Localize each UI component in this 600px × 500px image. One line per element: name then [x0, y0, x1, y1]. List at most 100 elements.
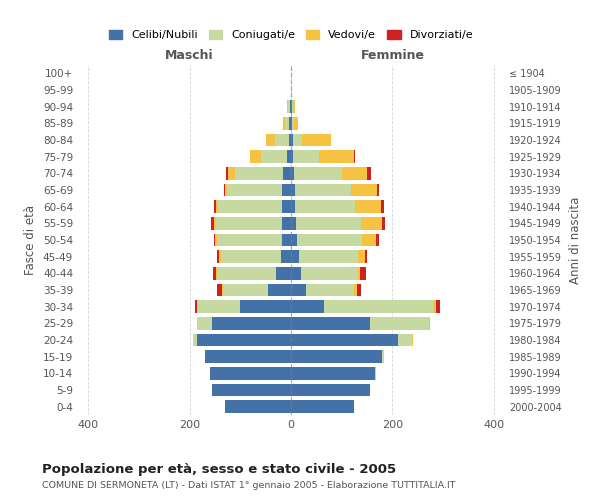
Bar [302, 134, 331, 146]
Bar [240, 300, 291, 313]
Y-axis label: Fasce di età: Fasce di età [25, 205, 37, 275]
Bar [235, 167, 283, 179]
Bar [293, 134, 302, 146]
Bar [291, 367, 374, 380]
Bar [286, 117, 289, 130]
Bar [291, 150, 293, 163]
Bar [291, 350, 382, 363]
Bar [214, 234, 215, 246]
Bar [194, 300, 197, 313]
Bar [433, 300, 436, 313]
Bar [374, 367, 376, 380]
Bar [197, 300, 240, 313]
Bar [261, 150, 287, 163]
Bar [217, 200, 218, 213]
Bar [287, 100, 288, 113]
Bar [214, 200, 217, 213]
Bar [221, 284, 223, 296]
Bar [282, 184, 291, 196]
Bar [294, 117, 298, 130]
Bar [214, 217, 216, 230]
Bar [292, 100, 293, 113]
Bar [293, 100, 295, 113]
Bar [281, 250, 291, 263]
Bar [282, 234, 291, 246]
Bar [276, 267, 291, 280]
Bar [212, 384, 291, 396]
Bar [319, 150, 354, 163]
Bar [362, 234, 376, 246]
Bar [306, 284, 355, 296]
Bar [291, 117, 292, 130]
Bar [291, 100, 292, 113]
Bar [355, 200, 381, 213]
Bar [351, 184, 377, 196]
Bar [354, 150, 355, 163]
Bar [287, 150, 291, 163]
Bar [301, 267, 358, 280]
Y-axis label: Anni di nascita: Anni di nascita [569, 196, 582, 284]
Bar [377, 184, 379, 196]
Text: Femmine: Femmine [361, 48, 424, 62]
Bar [211, 217, 214, 230]
Text: Popolazione per età, sesso e stato civile - 2005: Popolazione per età, sesso e stato civil… [42, 462, 396, 475]
Bar [291, 184, 295, 196]
Bar [282, 200, 291, 213]
Bar [436, 300, 440, 313]
Bar [381, 200, 384, 213]
Bar [370, 317, 430, 330]
Bar [342, 167, 367, 179]
Bar [291, 134, 293, 146]
Bar [205, 350, 291, 363]
Bar [289, 117, 291, 130]
Bar [291, 284, 306, 296]
Bar [218, 200, 282, 213]
Bar [376, 234, 379, 246]
Bar [282, 217, 291, 230]
Bar [290, 100, 291, 113]
Bar [193, 334, 197, 346]
Bar [214, 267, 217, 280]
Bar [295, 200, 355, 213]
Bar [291, 234, 297, 246]
Bar [358, 250, 365, 263]
Bar [291, 317, 370, 330]
Bar [296, 217, 361, 230]
Bar [382, 217, 385, 230]
Bar [266, 134, 275, 146]
Bar [217, 234, 282, 246]
Bar [291, 267, 301, 280]
Bar [291, 400, 355, 413]
Bar [291, 300, 324, 313]
Bar [225, 400, 291, 413]
Bar [225, 184, 227, 196]
Bar [224, 184, 225, 196]
Bar [358, 267, 361, 280]
Bar [227, 184, 282, 196]
Bar [297, 234, 362, 246]
Bar [291, 167, 294, 179]
Bar [220, 250, 221, 263]
Bar [291, 217, 296, 230]
Legend: Celibi/Nubili, Coniugati/e, Vedovi/e, Divorziati/e: Celibi/Nubili, Coniugati/e, Vedovi/e, Di… [104, 25, 478, 44]
Bar [216, 217, 282, 230]
Bar [398, 334, 412, 346]
Bar [223, 284, 268, 296]
Bar [299, 250, 358, 263]
Bar [294, 167, 342, 179]
Bar [215, 234, 217, 246]
Bar [291, 200, 295, 213]
Bar [361, 217, 382, 230]
Bar [382, 350, 385, 363]
Bar [197, 317, 212, 330]
Bar [250, 150, 261, 163]
Bar [283, 117, 286, 130]
Bar [288, 100, 290, 113]
Bar [295, 184, 351, 196]
Bar [365, 250, 367, 263]
Bar [291, 384, 370, 396]
Text: COMUNE DI SERMONETA (LT) - Dati ISTAT 1° gennaio 2005 - Elaborazione TUTTITALIA.: COMUNE DI SERMONETA (LT) - Dati ISTAT 1°… [42, 481, 455, 490]
Bar [357, 284, 361, 296]
Bar [217, 284, 221, 296]
Text: Maschi: Maschi [165, 48, 214, 62]
